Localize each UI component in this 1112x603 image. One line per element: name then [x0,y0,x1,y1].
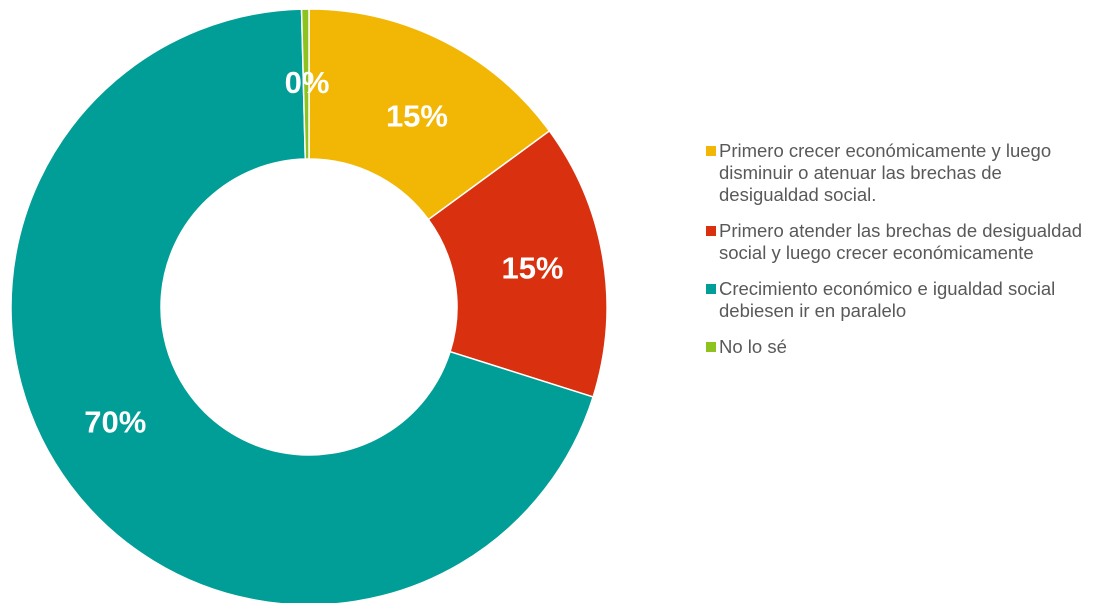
legend-swatch [706,226,716,236]
donut-plot: 15% 15% 70% 0% [10,8,608,603]
legend-swatch [706,146,716,156]
donut-slice [300,8,310,160]
data-label: 15% [386,98,448,133]
legend-item: Primero atender las brechas de desiguald… [706,220,1106,264]
legend-label: Primero atender las brechas de desiguald… [719,220,1083,263]
donut-slice [308,8,551,221]
legend-label: Crecimiento económico e igualdad social … [719,278,1056,321]
legend-item: No lo sé [706,336,1106,358]
donut-slice [427,129,608,398]
legend-label: No lo sé [719,336,787,357]
legend-item: Primero crecer económicamente y luego di… [706,140,1106,206]
data-label: 0% [285,65,330,100]
data-label: 70% [84,405,146,440]
legend-label: Primero crecer económicamente y luego di… [719,140,1052,205]
legend: Primero crecer económicamente y luego di… [706,140,1106,372]
legend-swatch [706,342,716,352]
data-label: 15% [501,250,563,285]
donut-slice [10,8,595,603]
legend-swatch [706,284,716,294]
legend-item: Crecimiento económico e igualdad social … [706,278,1106,322]
